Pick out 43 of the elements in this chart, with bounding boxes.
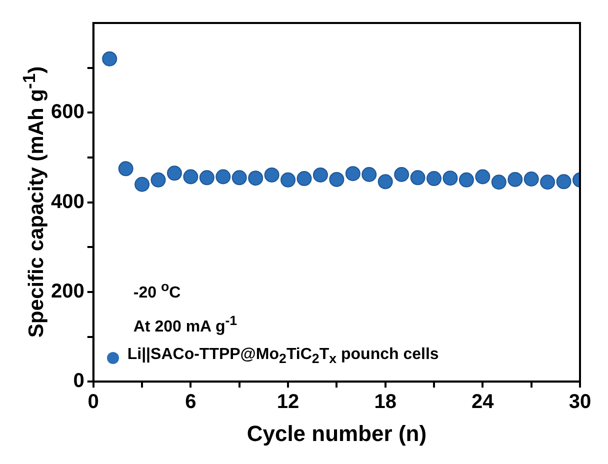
x-tick-label: 18 <box>374 391 396 414</box>
point <box>296 171 312 186</box>
point <box>524 171 539 186</box>
y-tick-label: 600 <box>50 101 84 124</box>
x-tick-label: 30 <box>568 391 592 414</box>
point <box>102 51 118 66</box>
point <box>556 174 572 190</box>
point <box>458 172 474 188</box>
point <box>166 166 182 181</box>
x-tick-label: 24 <box>472 391 495 414</box>
annotation: At 200 mA g$^{-1}$ <box>132 312 238 338</box>
y-tick-label: 200 <box>50 280 84 302</box>
point <box>508 172 523 187</box>
y-tick-label: 0 <box>73 370 84 392</box>
point <box>345 166 360 182</box>
x-tick-label: 6 <box>185 391 196 414</box>
point <box>442 170 458 186</box>
point <box>378 174 393 190</box>
x-axis-title: Cycle number (n) <box>246 420 427 446</box>
legend-label: Li||SACo-TTPP@Mo$_{2}$TiC$_{2}$T$_{x}$ pounch cells <box>127 345 439 369</box>
point <box>410 170 426 186</box>
point <box>394 167 410 182</box>
x-tick-label: 0 <box>88 391 99 414</box>
point <box>491 174 506 190</box>
point <box>216 169 231 184</box>
point <box>134 176 150 192</box>
point <box>150 172 166 188</box>
point <box>199 170 214 186</box>
point <box>312 167 328 182</box>
y-tick-label: 400 <box>50 190 84 213</box>
point <box>183 169 198 184</box>
point <box>362 167 377 182</box>
x-tick-label: 12 <box>276 391 300 414</box>
point <box>248 170 264 186</box>
point <box>426 171 442 186</box>
point <box>540 174 556 190</box>
point <box>264 167 280 182</box>
point <box>118 161 134 176</box>
point <box>475 169 490 184</box>
point <box>232 170 247 186</box>
point <box>280 172 296 188</box>
annotation: -20 $^{o}$C <box>132 278 182 304</box>
point <box>329 172 344 187</box>
